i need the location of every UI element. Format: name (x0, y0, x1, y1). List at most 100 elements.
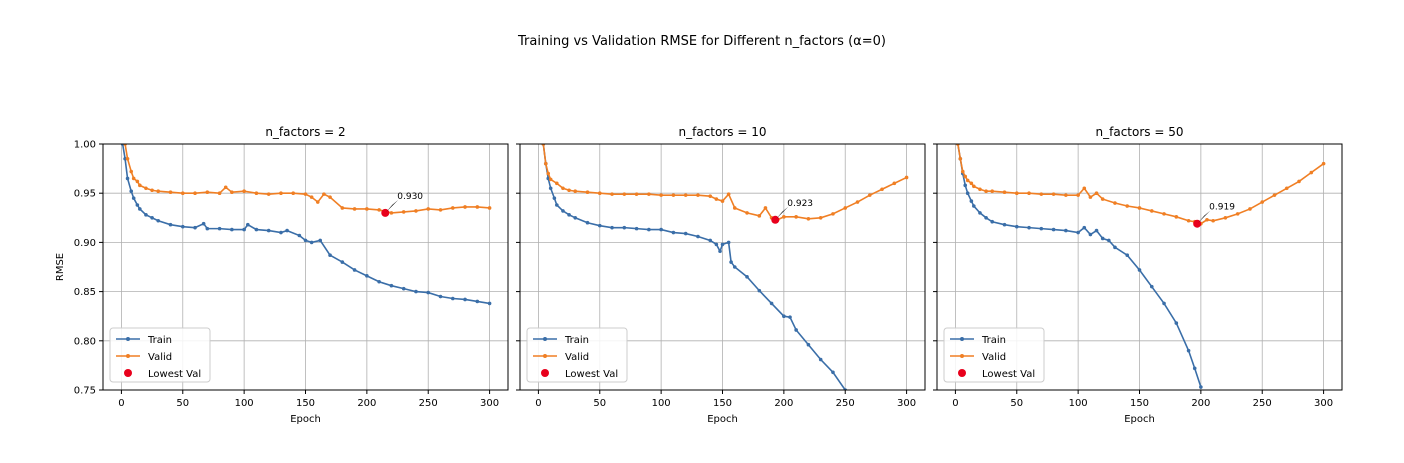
series-point-valid (1186, 218, 1191, 223)
series-point-train (597, 223, 602, 228)
series-point-train (426, 290, 431, 295)
series-point-train (242, 227, 246, 232)
series-point-valid (1039, 192, 1044, 196)
series-point-valid (1125, 204, 1130, 208)
series-point-valid (1064, 193, 1068, 197)
series-point-train (634, 226, 639, 231)
lowest-val-point (1193, 219, 1202, 228)
series-point-train (555, 203, 559, 207)
annotation-label: 0.919 (1209, 203, 1235, 213)
series-point-train (1149, 284, 1154, 289)
series-line-valid (957, 144, 1325, 225)
series-point-valid (806, 216, 811, 221)
series-point-train (297, 233, 302, 238)
series-point-train (246, 222, 250, 227)
series-point-train (365, 274, 369, 278)
x-tick-label: 50 (593, 398, 606, 409)
y-tick-label: 0.85 (74, 287, 96, 298)
series-point-valid (138, 183, 142, 188)
series-point-train (318, 238, 323, 243)
legend-box (526, 327, 628, 383)
series-point-train (585, 220, 590, 225)
series-point-valid (543, 161, 548, 166)
series-point-train (1082, 225, 1087, 230)
series-point-valid (732, 206, 737, 210)
series-point-train (438, 294, 443, 299)
series-point-valid (1223, 216, 1228, 220)
data-area (120, 144, 492, 306)
panel-title: n_factors = 2 (265, 125, 345, 139)
x-axis-label: Epoch (707, 414, 738, 425)
series-point-train (401, 286, 406, 291)
series-point-valid (1260, 200, 1265, 204)
series-point-train (548, 186, 553, 191)
series-point-valid (1100, 197, 1105, 201)
series-point-valid (555, 181, 559, 186)
legend-box (943, 327, 1045, 383)
series-point-valid (696, 193, 700, 197)
y-tick-label: 0.95 (74, 189, 96, 200)
series-point-valid (150, 188, 154, 193)
legend-marker-valid (960, 354, 964, 358)
series-point-valid (1002, 190, 1007, 195)
series-point-train (769, 301, 774, 306)
series-point-train (659, 227, 663, 232)
series-point-train (732, 265, 737, 269)
series-point-valid (904, 175, 909, 180)
series-point-valid (328, 195, 332, 199)
legend-label: Valid (148, 352, 172, 363)
series-point-train (610, 225, 614, 230)
series-point-train (279, 230, 283, 235)
series-point-train (1064, 228, 1068, 233)
x-tick-label: 150 (713, 398, 732, 409)
y-tick-label: 0.75 (74, 386, 96, 397)
series-point-valid (831, 212, 835, 216)
y-tick-label: 1.00 (74, 140, 96, 151)
annotation-label: 0.923 (787, 199, 813, 209)
series-point-train (201, 221, 206, 226)
series-point-valid (205, 190, 210, 195)
series-point-valid (745, 211, 749, 215)
series-point-train (1107, 238, 1111, 243)
series-point-valid (389, 211, 394, 215)
series-point-valid (144, 186, 148, 191)
series-point-valid (683, 193, 688, 197)
series-point-train (788, 315, 792, 319)
series-point-train (671, 230, 676, 235)
series-point-valid (254, 191, 259, 195)
series-point-valid (818, 216, 823, 220)
series-point-valid (963, 174, 968, 179)
series-point-valid (782, 215, 786, 219)
series-point-valid (223, 185, 228, 190)
legend-marker-lowest-val (541, 369, 549, 377)
annotation-label: 0.930 (397, 192, 423, 202)
series-point-valid (622, 192, 627, 196)
series-point-train (230, 227, 234, 232)
series-point-train (1192, 366, 1197, 371)
series-point-valid (880, 187, 884, 192)
series-point-train (463, 297, 467, 302)
x-tick-label: 250 (419, 398, 438, 409)
series-point-valid (377, 208, 381, 212)
series-point-train (135, 203, 140, 207)
x-tick-label: 150 (296, 398, 315, 409)
series-point-valid (463, 205, 467, 209)
legend-label: Valid (982, 352, 1006, 363)
x-axis-label: Epoch (290, 414, 321, 425)
series-point-valid (990, 189, 995, 194)
series-point-train (1174, 321, 1179, 325)
series-line-train (121, 144, 490, 305)
x-tick-label: 150 (1130, 398, 1149, 409)
series-point-train (978, 211, 982, 215)
legend-marker-lowest-val (958, 369, 966, 377)
legend-label: Lowest Val (565, 369, 618, 380)
series-point-train (414, 289, 418, 294)
legend: Train Valid Lowest Val (109, 327, 211, 383)
series-point-train (1094, 228, 1099, 233)
chart-panel-1: 0.930 0 50 100 150 200 250 300 0.75 0.80 0.85 0.90 0… (55, 125, 509, 425)
series-point-valid (279, 191, 283, 195)
data-area (541, 144, 909, 390)
series-point-valid (125, 156, 130, 161)
series-point-train (794, 328, 798, 332)
x-tick-label: 300 (480, 398, 499, 409)
